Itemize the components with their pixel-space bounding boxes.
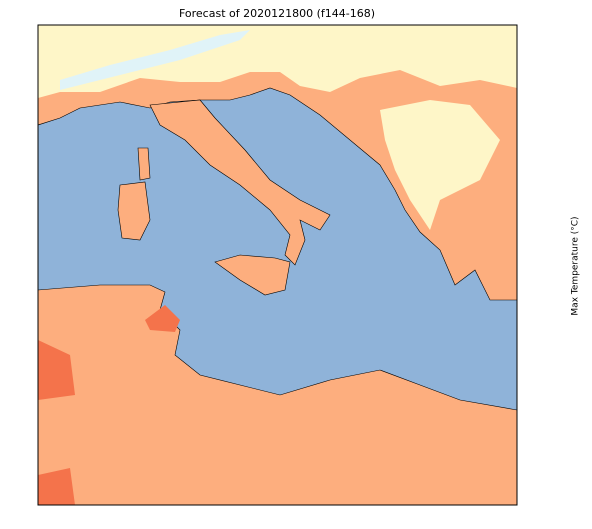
map-area xyxy=(38,25,517,505)
title: Forecast of 2020121800 (f144-168) xyxy=(179,7,375,20)
land-north xyxy=(38,25,517,301)
warm-region xyxy=(38,305,180,505)
cool-region xyxy=(380,100,500,230)
map-frame xyxy=(37,24,518,506)
sicily xyxy=(214,254,291,296)
italy xyxy=(149,99,331,266)
cold-region xyxy=(60,30,250,90)
sardinia xyxy=(117,181,151,241)
corsica xyxy=(137,147,151,181)
africa xyxy=(38,284,517,505)
colorbar-label: Max Temperature (°C) xyxy=(571,216,581,315)
cool-region xyxy=(38,25,517,98)
